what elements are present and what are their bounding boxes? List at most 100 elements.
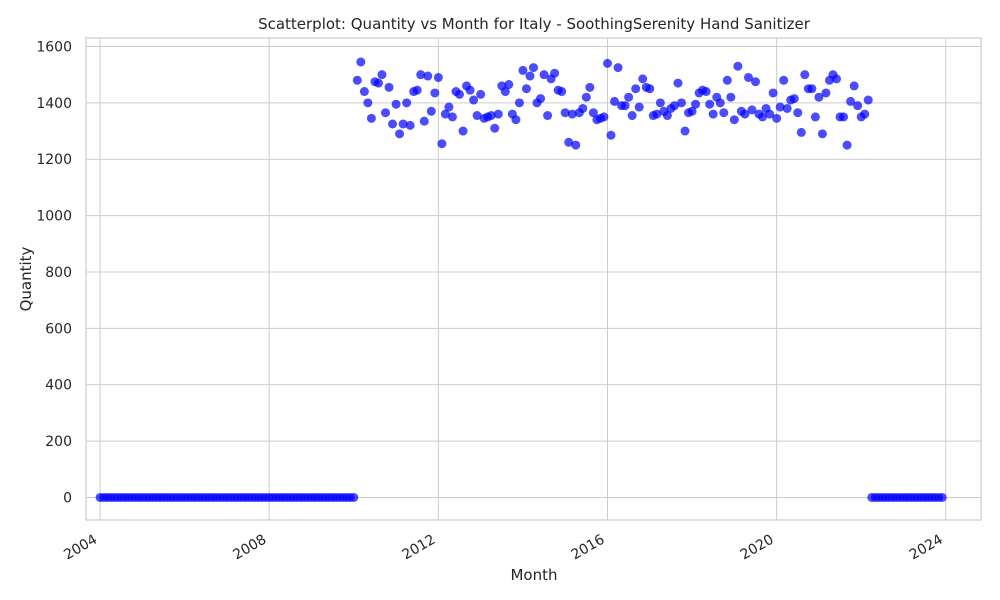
data-point: [821, 88, 831, 98]
data-point: [440, 109, 450, 119]
data-point: [514, 98, 524, 108]
data-point: [606, 130, 616, 140]
grid-lines: [86, 38, 981, 520]
data-point: [391, 99, 401, 109]
data-point: [747, 105, 757, 115]
data-point: [599, 112, 609, 122]
data-point: [377, 70, 387, 80]
data-point: [402, 98, 412, 108]
data-point: [662, 111, 672, 121]
data-point: [363, 98, 373, 108]
data-point: [726, 92, 736, 102]
data-point: [472, 111, 482, 121]
data-point: [846, 96, 856, 106]
data-point: [673, 78, 683, 88]
data-point: [610, 96, 620, 106]
y-tick-label: 1600: [36, 39, 72, 55]
x-tick-label: 2020: [738, 532, 777, 564]
x-tick-label: 2016: [569, 532, 608, 564]
data-point: [511, 115, 521, 125]
data-point: [416, 70, 426, 80]
data-point: [687, 106, 697, 116]
y-tick-label: 1200: [36, 152, 72, 168]
data-point: [796, 127, 806, 137]
data-point: [832, 74, 842, 84]
data-point: [433, 72, 443, 82]
data-point: [419, 116, 429, 126]
data-point: [465, 85, 475, 95]
data-point: [423, 71, 433, 81]
data-point: [701, 87, 711, 97]
data-point: [627, 111, 637, 121]
data-point: [412, 85, 422, 95]
data-point: [839, 112, 849, 122]
data-point: [740, 109, 750, 119]
data-point: [603, 58, 612, 68]
data-point: [779, 75, 789, 85]
data-point: [585, 82, 595, 92]
data-point: [807, 84, 817, 94]
data-point: [381, 108, 391, 118]
data-point: [525, 71, 535, 81]
data-point: [564, 137, 574, 147]
data-point: [860, 109, 870, 119]
data-point: [430, 88, 440, 98]
data-point: [655, 98, 665, 108]
data-point: [722, 75, 732, 85]
data-point: [469, 95, 479, 105]
data-point: [588, 108, 598, 118]
data-point: [395, 129, 405, 139]
y-tick-label: 200: [45, 434, 72, 450]
data-point: [750, 77, 760, 87]
y-axis-title: Quantity: [17, 246, 35, 311]
data-point: [733, 61, 743, 71]
data-point: [539, 70, 549, 80]
data-point: [504, 80, 514, 90]
data-point: [705, 99, 715, 109]
data-point: [578, 103, 588, 113]
data-point: [447, 112, 457, 122]
data-point: [782, 103, 792, 113]
data-point: [536, 94, 546, 104]
data-point: [349, 492, 359, 502]
data-point: [638, 74, 648, 84]
data-point: [793, 108, 803, 118]
data-point: [863, 95, 873, 105]
data-point: [691, 99, 701, 109]
data-point: [405, 120, 415, 130]
data-point: [669, 101, 679, 111]
x-tick-label: 2008: [230, 532, 269, 564]
data-point: [557, 87, 567, 97]
data-point: [490, 123, 500, 133]
data-point: [768, 88, 778, 98]
data-point: [676, 98, 686, 108]
data-point: [426, 106, 436, 116]
data-point: [789, 94, 799, 104]
data-point: [352, 75, 362, 85]
data-point: [765, 109, 775, 119]
data-point: [715, 98, 725, 108]
data-point: [571, 140, 581, 150]
data-point: [775, 102, 785, 112]
data-point: [366, 113, 376, 123]
data-point: [486, 111, 496, 121]
x-tick-label: 2004: [61, 532, 100, 564]
data-point: [680, 126, 690, 136]
data-point: [613, 63, 623, 73]
data-point: [444, 102, 454, 112]
data-point: [814, 92, 824, 102]
data-point: [817, 129, 827, 139]
data-point: [398, 119, 408, 129]
data-point: [842, 140, 852, 150]
y-tick-label: 1400: [36, 96, 72, 112]
data-point: [937, 492, 947, 502]
data-point: [356, 57, 366, 67]
data-point: [518, 65, 528, 75]
data-point: [550, 68, 560, 78]
data-point: [652, 109, 662, 119]
data-point: [388, 119, 398, 129]
data-point: [359, 87, 369, 97]
data-point: [437, 139, 447, 149]
x-axis-title: Month: [510, 566, 557, 584]
